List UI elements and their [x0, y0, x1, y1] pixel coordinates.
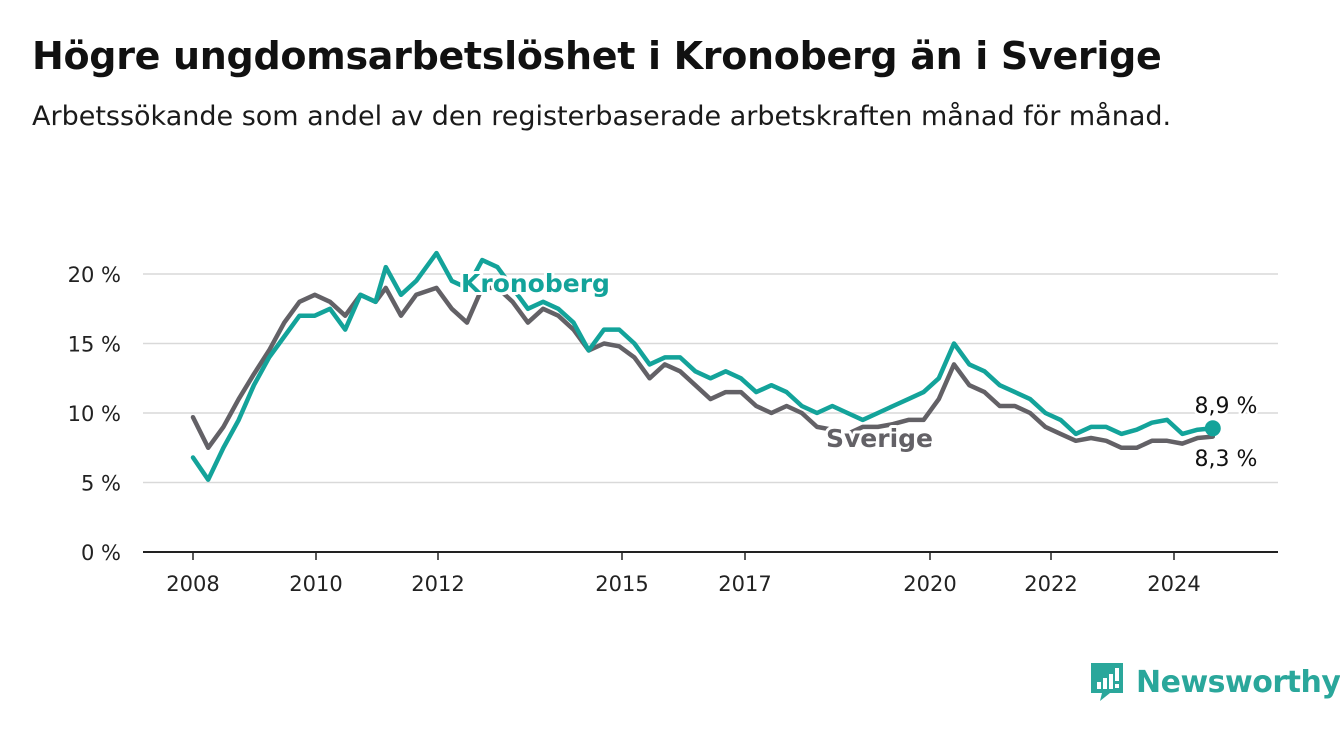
x-tick-label: 2008 — [166, 572, 219, 596]
bar-chart-exclamation-icon — [1091, 663, 1123, 701]
series-label-sverige: Sverige — [826, 424, 933, 453]
chart-title: Högre ungdomsarbetslöshet i Kronoberg än… — [32, 34, 1162, 78]
x-tick-label: 2022 — [1024, 572, 1077, 596]
x-tick-label: 2024 — [1147, 572, 1200, 596]
series-label-kronoberg: Kronoberg — [461, 269, 610, 298]
y-tick-label: 5 % — [81, 472, 121, 496]
y-tick-label: 15 % — [68, 333, 121, 357]
end-value-label-sverige: 8,3 % — [1195, 447, 1258, 472]
series-end-point-kronoberg — [1204, 420, 1221, 437]
y-tick-label: 0 % — [81, 541, 121, 565]
x-tick-label: 2015 — [595, 572, 648, 596]
x-tick-label: 2010 — [289, 572, 342, 596]
series-line-kronoberg — [190, 250, 1216, 482]
y-tick-label: 20 % — [68, 263, 121, 287]
series-line-sverige — [190, 285, 1216, 451]
x-tick-label: 2012 — [411, 572, 464, 596]
x-tick-label: 2017 — [718, 572, 771, 596]
x-tick-label: 2020 — [903, 572, 956, 596]
end-value-label-kronoberg: 8,9 % — [1195, 394, 1258, 419]
brand-name: Newsworthy — [1136, 664, 1340, 700]
brand-logo: Newsworthy — [1088, 660, 1340, 704]
y-tick-label: 10 % — [68, 402, 121, 426]
chart-subtitle: Arbetssökande som andel av den registerb… — [32, 101, 1172, 132]
